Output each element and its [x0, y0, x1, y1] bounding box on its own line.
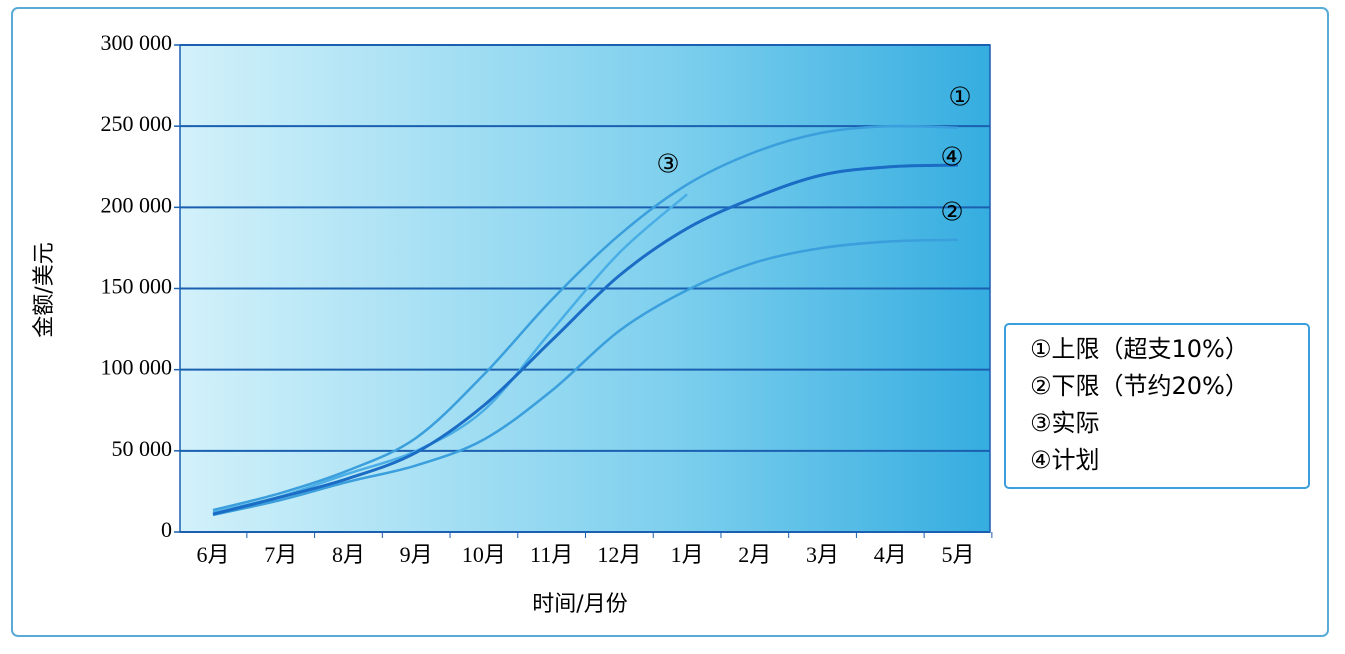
x-tick-label: 11月	[530, 542, 573, 567]
legend-entry: ②下限（节约20%）	[1030, 372, 1249, 400]
x-tick-label: 9月	[400, 542, 433, 567]
legend-entry: ④计划	[1030, 446, 1100, 474]
x-tick-label: 1月	[671, 542, 704, 567]
x-tick-label: 3月	[806, 542, 839, 567]
y-tick-label: 300 000	[101, 30, 173, 55]
annotation: ③	[656, 150, 679, 180]
annotation: ①	[948, 83, 971, 113]
line-series	[212, 163, 959, 516]
x-tick-label: 4月	[874, 542, 907, 567]
legend	[1004, 323, 1310, 489]
x-tick-label: 2月	[738, 542, 771, 567]
legend-entry: ③实际	[1030, 409, 1100, 437]
x-axis-label: 时间/月份	[532, 592, 627, 617]
line-series	[212, 238, 959, 517]
x-tick-label: 8月	[332, 542, 365, 567]
legend-entry: ①上限（超支10%）	[1030, 335, 1249, 363]
y-tick-label: 200 000	[101, 192, 173, 217]
line-series	[212, 124, 959, 512]
x-tick-label: 5月	[941, 542, 974, 567]
y-tick-label: 150 000	[101, 274, 173, 299]
y-axis-label: 金额/美元	[32, 242, 57, 337]
x-tick-label: 12月	[597, 542, 641, 567]
y-tick-label: 100 000	[101, 355, 173, 380]
annotation: ②	[940, 198, 963, 228]
y-tick-label: 0	[161, 517, 172, 542]
annotation: ④	[940, 143, 963, 173]
x-tick-label: 6月	[196, 542, 229, 567]
frame	[11, 7, 1329, 637]
y-tick-label: 50 000	[112, 436, 173, 461]
x-tick-label: 7月	[264, 542, 297, 567]
y-tick-label: 250 000	[101, 111, 173, 136]
x-tick-label: 10月	[462, 542, 506, 567]
